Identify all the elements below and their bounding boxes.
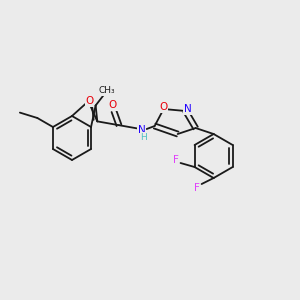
- Text: CH₃: CH₃: [98, 86, 115, 95]
- Text: F: F: [194, 183, 200, 193]
- Text: F: F: [172, 155, 178, 165]
- Text: O: O: [85, 96, 94, 106]
- Text: O: O: [160, 102, 168, 112]
- Text: H: H: [140, 133, 147, 142]
- Text: N: N: [184, 104, 191, 114]
- Text: O: O: [109, 100, 117, 110]
- Text: N: N: [138, 125, 146, 135]
